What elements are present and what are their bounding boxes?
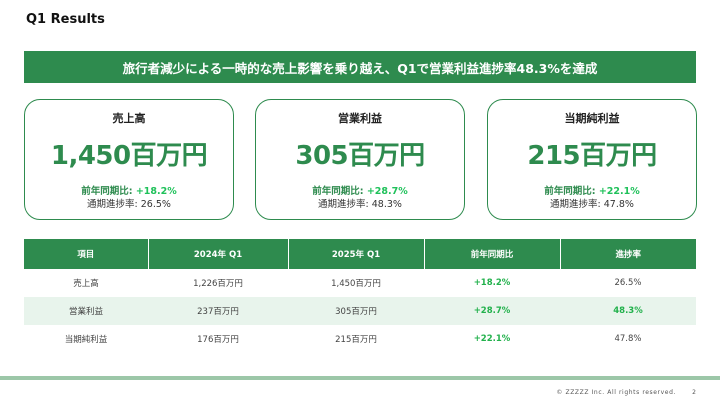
page-title: Q1 Results: [26, 12, 105, 27]
header-2025-q1: 2025年 Q1: [288, 239, 425, 269]
kpi-yoy: 前年同期比: +18.2%: [25, 183, 233, 197]
kpi-yoy: 前年同期比: +28.7%: [256, 183, 464, 197]
kpi-label: 営業利益: [338, 112, 382, 125]
table-row: 営業利益 237百万円 305百万円 +28.7% 48.3%: [24, 297, 696, 325]
kpi-label: 売上高: [112, 112, 146, 125]
kpi-yoy-label: 前年同期比:: [81, 186, 133, 197]
cell-yoy: +22.1%: [473, 334, 511, 344]
footer-copyright: © ZZZZZ Inc. All rights reserved.: [556, 389, 676, 396]
table-row: 当期純利益 176百万円 215百万円 +22.1% 47.8%: [24, 325, 696, 353]
kpi-yoy-value: +18.2%: [135, 186, 177, 197]
cell-yoy: +18.2%: [473, 278, 511, 288]
kpi-yoy-label: 前年同期比:: [312, 186, 364, 197]
kpi-value: 305百万円: [295, 141, 425, 171]
cell-2025: 215百万円: [335, 335, 377, 345]
kpi-yoy-label: 前年同期比:: [544, 186, 596, 197]
kpi-yoy: 前年同期比: +22.1%: [488, 183, 696, 197]
kpi-yoy-value: +22.1%: [598, 186, 640, 197]
kpi-progress: 通期進捗率: 48.3%: [318, 199, 402, 210]
kpi-card-net-income: 当期純利益 215百万円 前年同期比: +22.1% 通期進捗率: 47.8%: [487, 99, 697, 220]
cell-progress: 48.3%: [560, 297, 696, 325]
cell-2024: 237百万円: [148, 297, 288, 325]
header-2024-q1: 2024年 Q1: [148, 239, 289, 269]
cell-progress: 47.8%: [614, 334, 642, 344]
table-header-row: 項目 2024年 Q1 2025年 Q1 前年同期比 進捗率: [24, 239, 696, 269]
cell-2025: 305百万円: [288, 297, 424, 325]
header-progress: 進捗率: [560, 239, 696, 269]
kpi-card-revenue: 売上高 1,450百万円 前年同期比: +18.2% 通期進捗率: 26.5%: [24, 99, 234, 220]
kpi-card-operating-profit: 営業利益 305百万円 前年同期比: +28.7% 通期進捗率: 48.3%: [255, 99, 465, 220]
table-row: 売上高 1,226百万円 1,450百万円 +18.2% 26.5%: [24, 269, 696, 297]
kpi-progress: 通期進捗率: 47.8%: [550, 199, 634, 210]
cell-yoy: +28.7%: [424, 297, 560, 325]
cell-2024: 176百万円: [197, 335, 239, 345]
cell-item: 営業利益: [24, 297, 148, 325]
footer-divider: [0, 376, 720, 380]
cell-progress: 26.5%: [614, 278, 642, 288]
header-yoy: 前年同期比: [424, 239, 561, 269]
headline-text: 旅行者減少による一時的な売上影響を乗り越え、Q1で営業利益進捗率48.3%を達成: [122, 60, 598, 76]
page-number: 2: [692, 389, 696, 396]
cell-item: 売上高: [73, 279, 99, 289]
cell-2025: 1,450百万円: [331, 279, 381, 289]
results-table: 項目 2024年 Q1 2025年 Q1 前年同期比 進捗率 売上高 1,226…: [24, 239, 696, 353]
kpi-yoy-value: +28.7%: [366, 186, 408, 197]
kpi-value: 1,450百万円: [50, 141, 208, 171]
cell-item: 当期純利益: [64, 335, 108, 345]
cell-2024: 1,226百万円: [193, 279, 243, 289]
kpi-value: 215百万円: [527, 141, 657, 171]
headline-banner: 旅行者減少による一時的な売上影響を乗り越え、Q1で営業利益進捗率48.3%を達成: [24, 51, 696, 83]
header-item: 項目: [24, 239, 149, 269]
kpi-progress: 通期進捗率: 26.5%: [87, 199, 171, 210]
kpi-label: 当期純利益: [564, 112, 620, 125]
